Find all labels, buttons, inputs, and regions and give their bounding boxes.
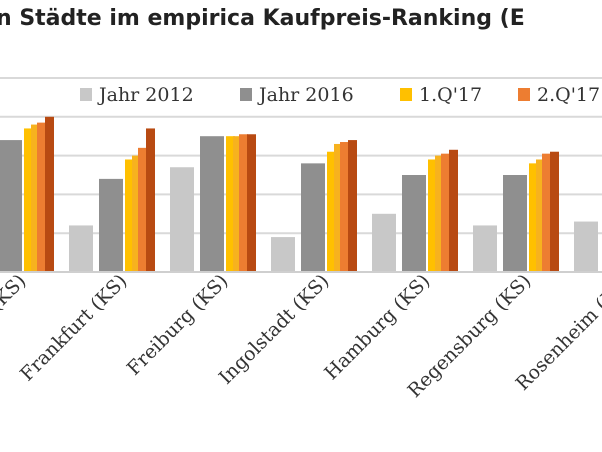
bar [125,159,134,272]
legend-swatch [80,88,92,101]
bar [45,116,54,272]
bar [301,163,325,272]
bar [402,175,426,272]
bar [170,167,194,272]
bar [441,153,450,272]
bar [132,155,141,272]
bar [69,225,93,272]
bar [146,128,155,272]
bar [334,143,343,272]
bar [550,151,559,272]
legend-swatch [400,88,412,101]
bar [226,136,235,272]
x-tick-label: Freiburg (KS) [123,270,233,380]
x-tick-label: Ingolstadt (KS) [215,270,334,389]
bar [348,140,357,272]
x-tick-labels: (KS)Frankfurt (KS)Freiburg (KS)Ingolstad… [0,270,602,402]
bar [271,237,295,272]
legend: Jahr 2012 Jahr 2016 1.Q'17 2.Q'17 [80,84,600,106]
chart-title: n Städte im empirica Kaufpreis-Ranking (… [0,6,525,31]
bar [428,159,437,272]
bar [239,134,248,272]
legend-label: Jahr 2016 [257,84,354,106]
bar [138,147,147,272]
legend-label: Jahr 2012 [97,84,194,106]
bar [24,128,33,272]
bar [233,136,242,272]
legend-label: 2.Q'17 [537,84,600,106]
bar [542,153,551,272]
bar [31,124,40,272]
legend-label: 1.Q'17 [419,84,482,106]
bar [536,159,545,272]
bar [247,134,256,272]
legend-swatch [240,88,252,101]
bar [99,178,123,272]
bar [529,163,538,272]
legend-swatch [518,88,530,101]
x-tick-label: Hamburg (KS) [320,270,434,384]
bar [340,142,349,272]
bar [327,151,336,272]
bar [435,155,444,272]
bar [574,221,598,272]
bar [200,136,224,272]
bar [372,213,396,272]
bar [473,225,497,272]
bar [503,175,527,272]
bar [37,122,46,273]
bar [449,149,458,272]
bar [0,140,22,272]
x-tick-label: (KS) [0,270,31,315]
x-tick-label: Frankfurt (KS) [16,270,132,386]
bars [0,116,598,273]
